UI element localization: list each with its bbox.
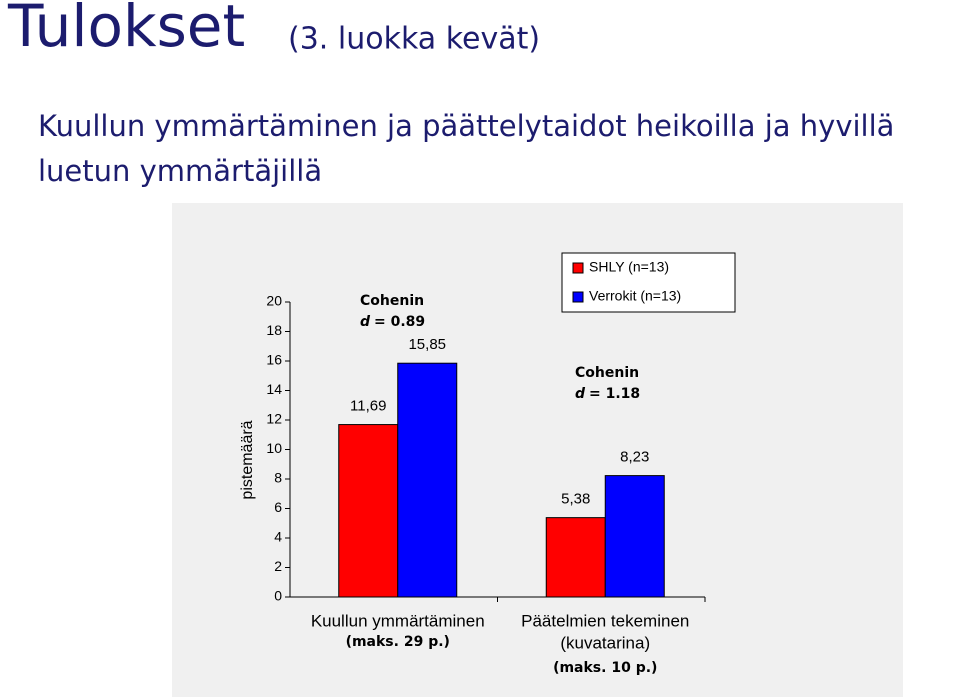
y-tick-label: 0 — [274, 588, 282, 604]
x-tick-label: Kuullun ymmärtäminen — [311, 611, 485, 630]
annotation-stat: d — [575, 386, 586, 402]
y-axis-label: pistemäärä — [239, 420, 256, 499]
category-note: (maks. 29 p.) — [346, 634, 450, 650]
annotation-value: = 1.18 — [589, 386, 640, 402]
y-tick-label: 2 — [274, 558, 282, 574]
y-tick-label: 6 — [274, 499, 282, 515]
value-label: 5,38 — [561, 491, 590, 508]
slide-title: Tulokset — [7, 0, 245, 60]
x-tick-label: (kuvatarina) — [560, 633, 650, 652]
y-tick-label: 16 — [266, 352, 282, 368]
annotation: Cohenin — [575, 365, 639, 381]
annotation: Cohenin — [360, 293, 424, 309]
legend-label: SHLY (n=13) — [589, 259, 669, 275]
y-tick-label: 8 — [274, 470, 282, 486]
slide-title-note: (3. luokka kevät) — [288, 22, 540, 57]
annotation-stat: d — [360, 314, 371, 330]
category-note: (maks. 10 p.) — [553, 660, 657, 676]
legend-box — [561, 252, 736, 313]
annotation-value: = 0.89 — [374, 314, 425, 330]
y-tick-label: 18 — [266, 322, 282, 338]
bar — [545, 517, 606, 598]
value-label: 8,23 — [620, 449, 649, 466]
y-tick-label: 4 — [274, 529, 282, 545]
legend-label: Verrokit (n=13) — [589, 288, 681, 304]
subtitle: Kuullun ymmärtäminen ja päättelytaidot h… — [38, 109, 894, 143]
bar — [397, 362, 458, 598]
y-tick-label: 10 — [266, 440, 282, 456]
bar — [604, 475, 665, 598]
value-label: 11,69 — [350, 398, 386, 415]
y-tick-label: 20 — [266, 293, 282, 309]
y-tick-label: 12 — [266, 411, 282, 427]
legend-swatch — [572, 262, 584, 274]
bar — [338, 424, 399, 598]
x-tick-label: Päätelmien tekeminen — [521, 611, 689, 630]
chart-panel — [172, 203, 903, 697]
subtitle: luetun ymmärtäjillä — [38, 154, 322, 188]
y-tick-label: 14 — [266, 381, 282, 397]
value-label: 15,85 — [408, 336, 446, 353]
legend-swatch — [572, 291, 584, 303]
